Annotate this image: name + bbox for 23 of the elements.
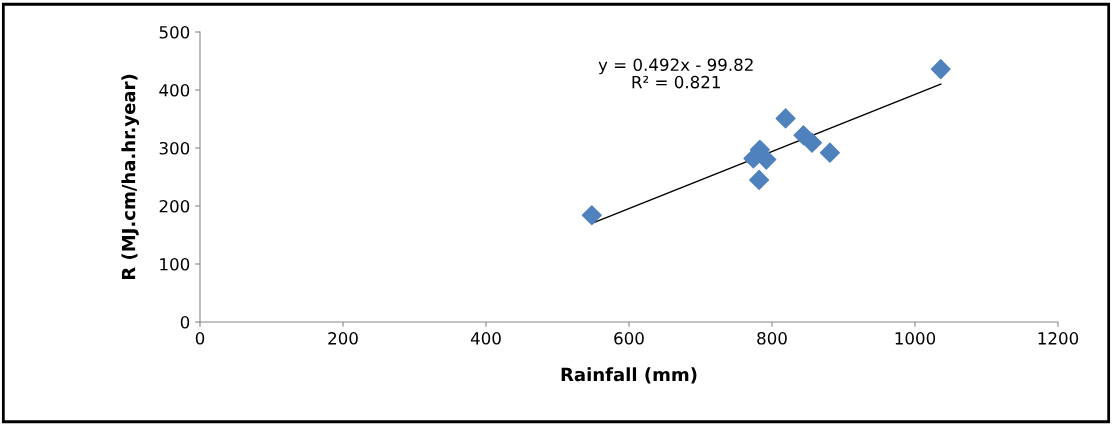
point — [581, 205, 602, 226]
point — [802, 132, 823, 153]
x-tick-label: 200 — [328, 332, 358, 345]
y-tick-label: 100 — [160, 257, 190, 271]
x-tick-label: 400 — [470, 332, 501, 345]
y-tick-label: 400 — [159, 83, 190, 97]
y-axis-title: R (MJ.cm/ha.hr.year) — [121, 74, 140, 280]
x-tick-label: 800 — [757, 332, 787, 345]
x-tick-label: 1000 — [895, 332, 936, 345]
x-tick-label: 1200 — [1038, 332, 1079, 345]
x-axis-title: Rainfall (mm) — [561, 367, 697, 384]
y-tick-label: 0 — [180, 315, 190, 329]
point — [756, 149, 777, 170]
x-tick-label: 600 — [614, 332, 644, 345]
point — [930, 59, 951, 80]
x-tick-label: 0 — [195, 332, 205, 345]
point — [749, 169, 770, 190]
y-tick-label: 300 — [159, 141, 190, 155]
point — [819, 142, 840, 163]
y-tick-label: 500 — [159, 25, 190, 39]
annotation: y = 0.492x - 99.82 R² = 0.821 — [598, 58, 753, 89]
point — [775, 108, 796, 129]
y-tick-label: 200 — [159, 199, 190, 213]
